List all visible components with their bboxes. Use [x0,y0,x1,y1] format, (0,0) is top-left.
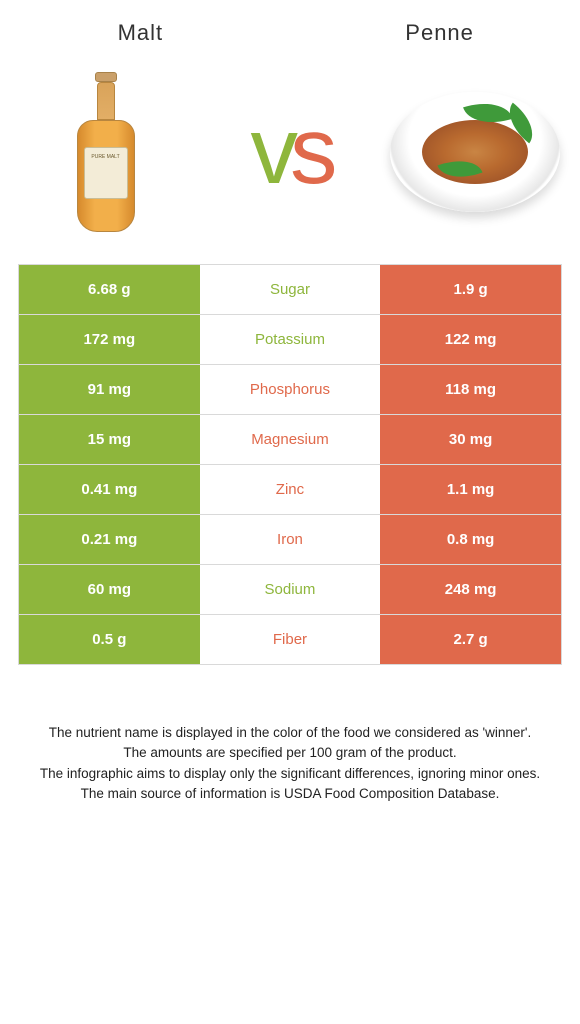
nutrient-name: Magnesium [200,415,381,464]
title-row: Malt Penne [18,20,562,46]
nutrient-table: 6.68 gSugar1.9 g172 mgPotassium122 mg91 … [18,264,562,665]
bottle-icon: PURE MALT [77,72,135,232]
malt-value: 60 mg [19,565,200,614]
plate-icon [390,92,560,212]
title-left: Malt [18,20,263,46]
malt-value: 6.68 g [19,265,200,314]
malt-value: 172 mg [19,315,200,364]
nutrient-name: Sodium [200,565,381,614]
penne-value: 2.7 g [380,615,561,664]
penne-value: 248 mg [380,565,561,614]
table-row: 0.5 gFiber2.7 g [19,615,561,665]
table-row: 6.68 gSugar1.9 g [19,265,561,315]
penne-value: 30 mg [380,415,561,464]
footnote-line: The main source of information is USDA F… [24,784,556,804]
vs-text: vs [251,97,330,206]
malt-value: 91 mg [19,365,200,414]
malt-value: 0.21 mg [19,515,200,564]
title-right: Penne [317,20,562,46]
malt-value: 0.5 g [19,615,200,664]
table-row: 172 mgPotassium122 mg [19,315,561,365]
table-row: 0.41 mgZinc1.1 mg [19,465,561,515]
malt-image: PURE MALT [18,64,193,239]
malt-value: 0.41 mg [19,465,200,514]
footnote-line: The nutrient name is displayed in the co… [24,723,556,743]
footnotes: The nutrient name is displayed in the co… [18,665,562,804]
table-row: 15 mgMagnesium30 mg [19,415,561,465]
image-row: PURE MALT vs [18,64,562,239]
nutrient-name: Phosphorus [200,365,381,414]
table-row: 0.21 mgIron0.8 mg [19,515,561,565]
nutrient-name: Fiber [200,615,381,664]
penne-value: 118 mg [380,365,561,414]
nutrient-name: Sugar [200,265,381,314]
nutrient-name: Zinc [200,465,381,514]
penne-value: 1.9 g [380,265,561,314]
infographic-container: Malt Penne PURE MALT vs 6.68 [0,0,580,804]
footnote-line: The infographic aims to display only the… [24,764,556,784]
table-row: 60 mgSodium248 mg [19,565,561,615]
nutrient-name: Iron [200,515,381,564]
footnote-line: The amounts are specified per 100 gram o… [24,743,556,763]
bottle-label: PURE MALT [84,147,128,199]
nutrient-name: Potassium [200,315,381,364]
table-row: 91 mgPhosphorus118 mg [19,365,561,415]
penne-value: 1.1 mg [380,465,561,514]
malt-value: 15 mg [19,415,200,464]
penne-value: 0.8 mg [380,515,561,564]
penne-image [387,64,562,239]
penne-value: 122 mg [380,315,561,364]
